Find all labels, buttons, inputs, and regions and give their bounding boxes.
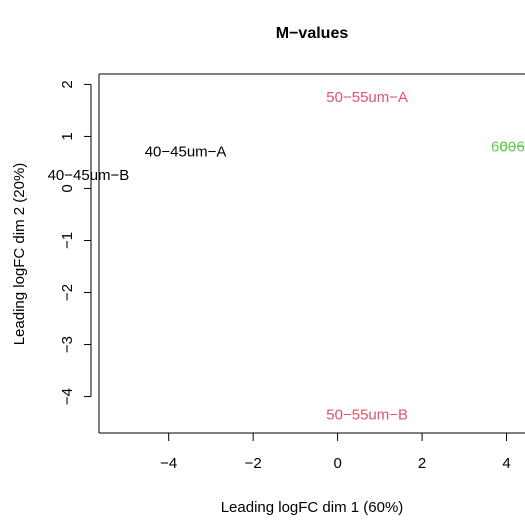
point-label: 50−55um−B <box>326 406 408 423</box>
x-tick-label: 2 <box>418 455 426 472</box>
point-label: 50−55um−A <box>326 89 408 106</box>
y-tick-label: −1 <box>59 232 76 249</box>
point-label: 60−65um−B <box>499 138 525 155</box>
x-tick-label: 4 <box>502 455 510 472</box>
y-tick-label: −3 <box>59 336 76 353</box>
x-tick-label: 0 <box>333 455 341 472</box>
y-tick-label: 0 <box>59 184 76 192</box>
chart-title: M−values <box>276 25 349 42</box>
y-axis-label: Leading logFC dim 2 (20%) <box>11 163 28 346</box>
y-tick-label: −2 <box>59 284 76 301</box>
y-tick-label: 2 <box>59 80 76 88</box>
y-tick-label: −4 <box>59 388 76 405</box>
point-label: 40−45um−B <box>48 167 130 184</box>
point-labels: 40−45um−A 40−45um−B 50−55um−A 50−55um−B 60−6… <box>48 89 525 423</box>
x-axis: −4 −2 0 2 4 <box>160 432 511 472</box>
point-label: 40−45um−A <box>145 144 227 161</box>
x-axis-label: Leading logFC dim 1 (60%) <box>221 499 404 516</box>
y-tick-label: 1 <box>59 132 76 140</box>
x-tick-label: −2 <box>245 455 262 472</box>
y-axis: −4 −3 −2 −1 0 1 2 <box>59 80 92 405</box>
point-label: 60−65um−A <box>491 138 525 155</box>
x-tick-label: −4 <box>160 455 177 472</box>
